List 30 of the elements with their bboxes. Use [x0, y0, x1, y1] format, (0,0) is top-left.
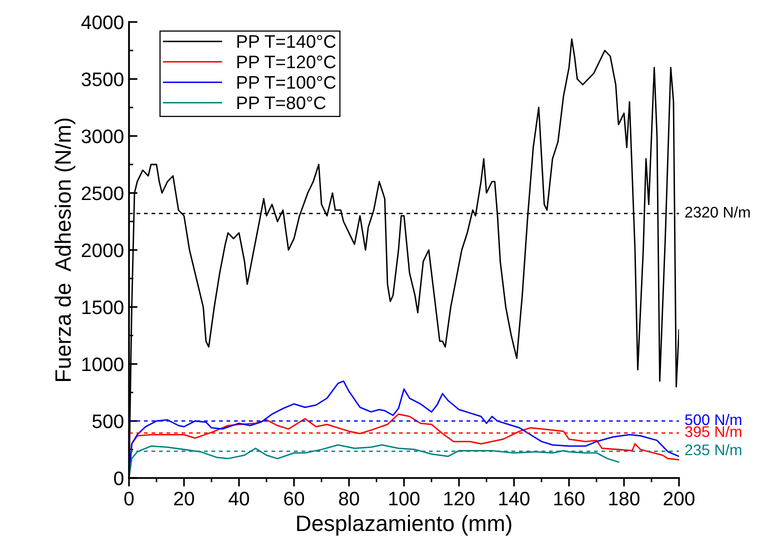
ref-line-label: 2320 N/m: [685, 206, 750, 218]
ref-line-label: 235 N/m: [685, 444, 742, 456]
x-tick-label: 40: [228, 492, 250, 506]
legend-label: PP T=120°C: [237, 56, 336, 68]
x-tick-label: 100: [389, 492, 420, 506]
y-tick-label: 500: [92, 414, 124, 428]
y-tick-label: 3500: [82, 72, 124, 86]
x-tick-label: 120: [444, 492, 474, 506]
legend-label: PP T=100°C: [237, 76, 336, 89]
y-tick-label: 1000: [82, 357, 124, 372]
y-tick-label: 4000: [81, 15, 124, 30]
y-tick-label: 2500: [82, 186, 124, 200]
x-tick-label: 20: [174, 492, 194, 506]
x-tick-label: 0: [124, 492, 134, 506]
y-tick-label: 2000: [82, 243, 124, 258]
legend-label: PP T=80°C: [237, 96, 326, 110]
y-tick-label: 0: [114, 471, 124, 486]
x-tick-label: 180: [609, 492, 640, 506]
ref-line-label: 395 N/m: [685, 426, 742, 438]
legend-label: PP T=140°C: [237, 35, 336, 48]
y-tick-label: 3000: [82, 129, 124, 144]
x-tick-label: 60: [284, 492, 304, 506]
ref-line-label: 500 N/m: [685, 414, 742, 426]
x-tick-label: 200: [664, 492, 694, 506]
x-tick-label: 160: [554, 492, 584, 506]
x-axis-title: Desplazamiento (mm): [297, 514, 512, 536]
y-tick-label: 1500: [82, 300, 124, 314]
y-axis-title: Fuerza de Adhesion (N/m): [54, 118, 76, 381]
x-tick-label: 140: [499, 492, 530, 506]
x-tick-label: 80: [339, 492, 360, 506]
